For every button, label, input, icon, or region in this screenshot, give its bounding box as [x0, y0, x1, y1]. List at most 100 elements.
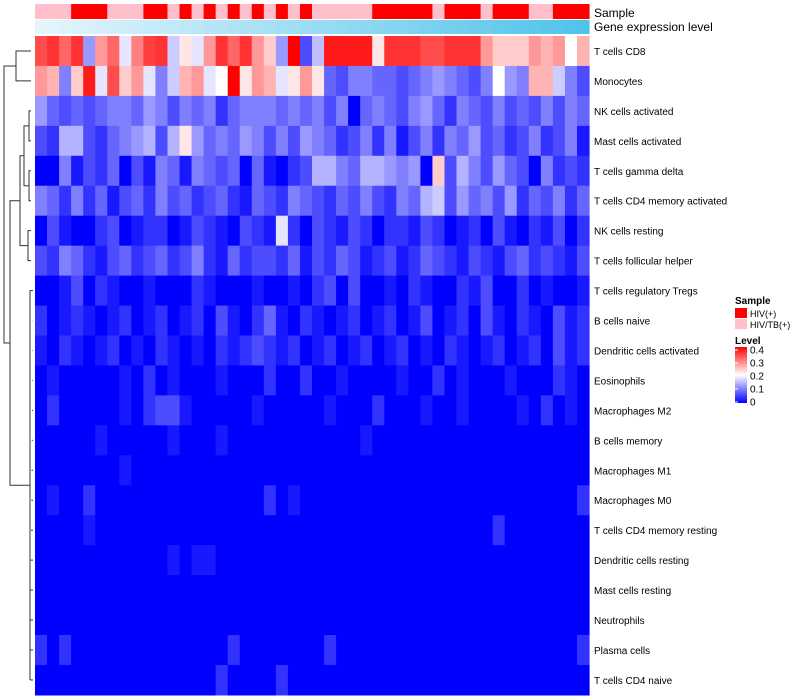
heatmap-cell — [432, 545, 446, 576]
heatmap-cell — [47, 545, 60, 576]
heatmap-cell — [287, 485, 301, 516]
heatmap-cell — [179, 635, 193, 666]
heatmap-cell — [468, 65, 482, 97]
heatmap-cell — [263, 485, 277, 516]
heatmap-cell — [215, 664, 229, 696]
heatmap-cell — [167, 365, 181, 396]
sample-cell — [299, 4, 313, 19]
sample-cell — [528, 4, 542, 19]
heatmap-cell — [312, 245, 325, 277]
sample-cell — [360, 4, 373, 19]
heatmap-cell — [420, 635, 434, 666]
heatmap-cell — [528, 485, 542, 516]
heatmap-cell — [131, 455, 144, 486]
heatmap-cell — [83, 185, 96, 217]
heatmap-cell — [119, 36, 132, 67]
heatmap-cell — [239, 664, 253, 696]
gene-expression-cell — [528, 20, 542, 34]
heatmap-cell — [155, 125, 169, 157]
heatmap-cell — [191, 365, 205, 396]
heatmap-cell — [516, 125, 530, 157]
heatmap-cell — [275, 275, 289, 307]
heatmap-cell — [324, 395, 337, 426]
heatmap-cell — [143, 215, 157, 247]
heatmap-cell — [287, 155, 301, 187]
heatmap-cell — [396, 455, 409, 486]
heatmap-cell — [239, 36, 253, 67]
heatmap-cell — [456, 335, 470, 367]
heatmap-cell — [263, 635, 277, 666]
heatmap-cell — [35, 455, 48, 486]
heatmap-cell — [299, 545, 313, 576]
heatmap-cell — [372, 605, 385, 636]
heatmap-cell — [107, 245, 120, 277]
gene-expression-cell — [191, 20, 205, 34]
heatmap-cell — [468, 125, 482, 157]
heatmap-cell — [360, 155, 373, 187]
heatmap-cell — [251, 305, 265, 337]
heatmap-cell — [227, 455, 241, 486]
heatmap-cell — [191, 395, 205, 426]
heatmap-cell — [287, 305, 301, 337]
heatmap-cell — [143, 95, 157, 127]
heatmap-cell — [263, 245, 277, 277]
sample-cell — [107, 4, 120, 19]
dendrogram-branch — [29, 290, 33, 680]
heatmap-cell — [552, 515, 566, 546]
heatmap-cell — [59, 635, 72, 666]
heatmap-cell — [239, 335, 253, 367]
heatmap-cell — [360, 305, 373, 337]
heatmap-cell — [71, 95, 84, 127]
heatmap-cell — [83, 65, 96, 97]
heatmap-cell — [59, 425, 72, 456]
heatmap-cell — [540, 275, 554, 307]
heatmap-cell — [215, 575, 229, 606]
heatmap-cell — [444, 575, 458, 606]
heatmap-cell — [528, 664, 542, 696]
heatmap-cell — [432, 395, 446, 426]
gene-expression-cell — [540, 20, 554, 34]
heatmap-cell — [191, 664, 205, 696]
heatmap-cell — [263, 395, 277, 426]
heatmap-cell — [516, 36, 530, 67]
heatmap-cell — [59, 185, 72, 217]
gene-expression-cell — [396, 20, 409, 34]
gene-expression-cell — [360, 20, 373, 34]
heatmap-cell — [299, 485, 313, 516]
heatmap-cell — [396, 335, 409, 367]
heatmap-cell — [119, 65, 132, 97]
row-label: Macrophages M0 — [594, 496, 672, 507]
sample-cell — [35, 4, 48, 19]
heatmap-cell — [107, 215, 120, 247]
gene-expression-cell — [131, 20, 144, 34]
heatmap-cell — [372, 275, 385, 307]
heatmap-cell — [227, 335, 241, 367]
heatmap-cell — [215, 275, 229, 307]
heatmap-cell — [336, 245, 349, 277]
heatmap-cell — [95, 95, 108, 127]
heatmap-cell — [227, 215, 241, 247]
dendrogram-branch — [28, 170, 31, 202]
heatmap-cell — [444, 515, 458, 546]
heatmap-cell — [287, 575, 301, 606]
heatmap-cell — [408, 245, 421, 277]
legend-label-hiv: HIV(+) — [750, 309, 776, 319]
heatmap-cell — [95, 335, 108, 367]
heatmap-cell — [576, 215, 590, 247]
heatmap-cell — [95, 485, 108, 516]
heatmap-cell — [468, 335, 482, 367]
heatmap-cell — [59, 545, 72, 576]
heatmap-cell — [167, 185, 181, 217]
heatmap-cell — [155, 515, 169, 546]
heatmap-cell — [432, 305, 446, 337]
heatmap-cell — [492, 515, 506, 546]
gene-expression-cell — [239, 20, 253, 34]
heatmap-cell — [119, 215, 132, 247]
dendrogram-branch — [28, 110, 31, 142]
heatmap-cell — [480, 395, 494, 426]
heatmap-cell — [239, 95, 253, 127]
heatmap-cell — [167, 36, 181, 67]
heatmap-cell — [312, 395, 325, 426]
heatmap-cell — [384, 485, 397, 516]
heatmap-cell — [191, 275, 205, 307]
